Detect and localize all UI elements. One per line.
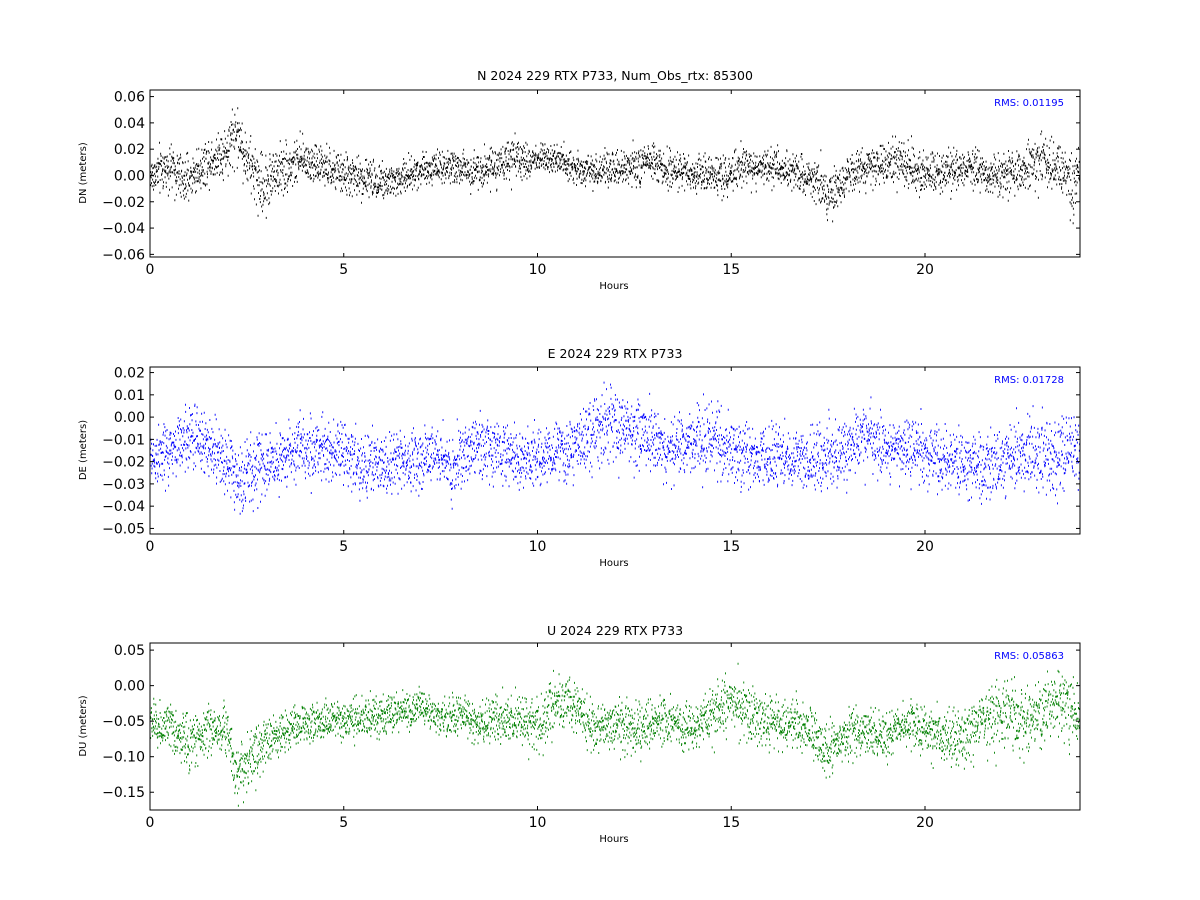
panel-east: E 2024 229 RTX P733 0 5 10 15 20 −0.05 −0.04 −0… xyxy=(78,346,1081,569)
panel-east-xtick-label: 0 xyxy=(146,539,155,555)
panel-up-xtick-label: 0 xyxy=(146,815,155,831)
panel-up-xtick-label: 15 xyxy=(722,815,740,831)
panel-east-ytick-label: −0.02 xyxy=(102,455,145,471)
panel-up-axes-frame xyxy=(149,642,1081,811)
panel-up-title: U 2024 229 RTX P733 xyxy=(547,623,683,638)
panel-east-point-cloud xyxy=(150,381,1080,515)
panel-east-ytick-label: 0.01 xyxy=(114,388,145,404)
panel-north-xtick-label: 10 xyxy=(529,262,547,278)
panel-up-ytick-label: 0.05 xyxy=(114,643,145,659)
panel-up-ytick-label: −0.15 xyxy=(102,785,145,801)
panel-north-ytick-label: 0.00 xyxy=(114,168,145,184)
panel-east-ytick-label: 0.02 xyxy=(114,366,145,382)
panel-up-xtick-label: 10 xyxy=(529,815,547,831)
panel-north-rms-annotation: RMS: 0.01195 xyxy=(994,98,1064,109)
panel-north-axes-frame xyxy=(149,89,1081,258)
panel-up-plot: 0 5 10 15 20 −0.15 −0.10 −0.05 0.00 0.05 xyxy=(102,642,1081,831)
panel-north: N 2024 229 RTX P733, Num_Obs_rtx: 85300 … xyxy=(78,68,1081,292)
panel-east-rms-annotation: RMS: 0.01728 xyxy=(994,375,1064,386)
panel-east-data-points xyxy=(150,381,1080,515)
panel-north-xtick-label: 0 xyxy=(146,262,155,278)
panel-up: U 2024 229 RTX P733 0 5 10 15 20 −0.15 −0.10 −0… xyxy=(78,623,1081,845)
panel-up-ytick-label: 0.00 xyxy=(114,679,145,695)
panel-east-ytick-label: −0.01 xyxy=(102,432,145,448)
panel-north-xlabel: Hours xyxy=(599,281,628,292)
panel-east-axes-frame xyxy=(149,366,1081,535)
panel-up-data-points xyxy=(150,662,1080,807)
panel-up-ylabel: DU (meters) xyxy=(78,695,89,756)
panel-up-ytick-label: −0.10 xyxy=(102,750,145,766)
panel-east-ytick-label: −0.04 xyxy=(102,499,145,515)
panel-north-ytick-label: 0.02 xyxy=(114,142,145,158)
panel-north-data-points xyxy=(150,107,1080,225)
panel-north-ytick-label: −0.04 xyxy=(102,221,145,237)
panel-east-xtick-label: 5 xyxy=(339,539,348,555)
panel-east-xtick-label: 15 xyxy=(722,539,740,555)
panel-north-xtick-label: 20 xyxy=(916,262,934,278)
panel-up-rms-annotation: RMS: 0.05863 xyxy=(994,651,1064,662)
panel-east-ytick-label: −0.05 xyxy=(102,521,145,537)
panel-east-ytick-label: 0.00 xyxy=(114,410,145,426)
panel-east-ytick-label: −0.03 xyxy=(102,477,145,493)
panel-north-point-cloud xyxy=(150,107,1080,225)
panel-north-xtick-label: 15 xyxy=(722,262,740,278)
panel-north-ytick-label: 0.06 xyxy=(114,90,145,106)
panel-up-xtick-label: 5 xyxy=(339,815,348,831)
panel-north-ytick-label: 0.04 xyxy=(114,116,145,132)
panel-up-point-cloud xyxy=(150,662,1080,807)
panel-up-xtick-label: 20 xyxy=(916,815,934,831)
panel-up-ytick-label: −0.05 xyxy=(102,714,145,730)
panel-east-xtick-label: 20 xyxy=(916,539,934,555)
panel-up-xlabel: Hours xyxy=(599,834,628,845)
panel-east-ylabel: DE (meters) xyxy=(78,420,89,480)
panel-east-xlabel: Hours xyxy=(599,558,628,569)
panel-east-plot: 0 5 10 15 20 −0.05 −0.04 −0.03 −0.02 −0.01 0.00 0.0… xyxy=(102,366,1081,555)
panel-east-title: E 2024 229 RTX P733 xyxy=(548,346,683,361)
panel-north-xtick-label: 5 xyxy=(339,262,348,278)
panel-north-ytick-label: −0.02 xyxy=(102,195,145,211)
panel-north-title: N 2024 229 RTX P733, Num_Obs_rtx: 85300 xyxy=(477,68,753,83)
panel-north-ylabel: DN (meters) xyxy=(78,142,89,204)
panel-north-plot: 0 5 10 15 20 −0.06 −0.04 −0.02 0.00 0.02 0.04 0.06 xyxy=(102,89,1081,278)
panel-north-ytick-label: −0.06 xyxy=(102,247,145,263)
panel-east-xtick-label: 10 xyxy=(529,539,547,555)
